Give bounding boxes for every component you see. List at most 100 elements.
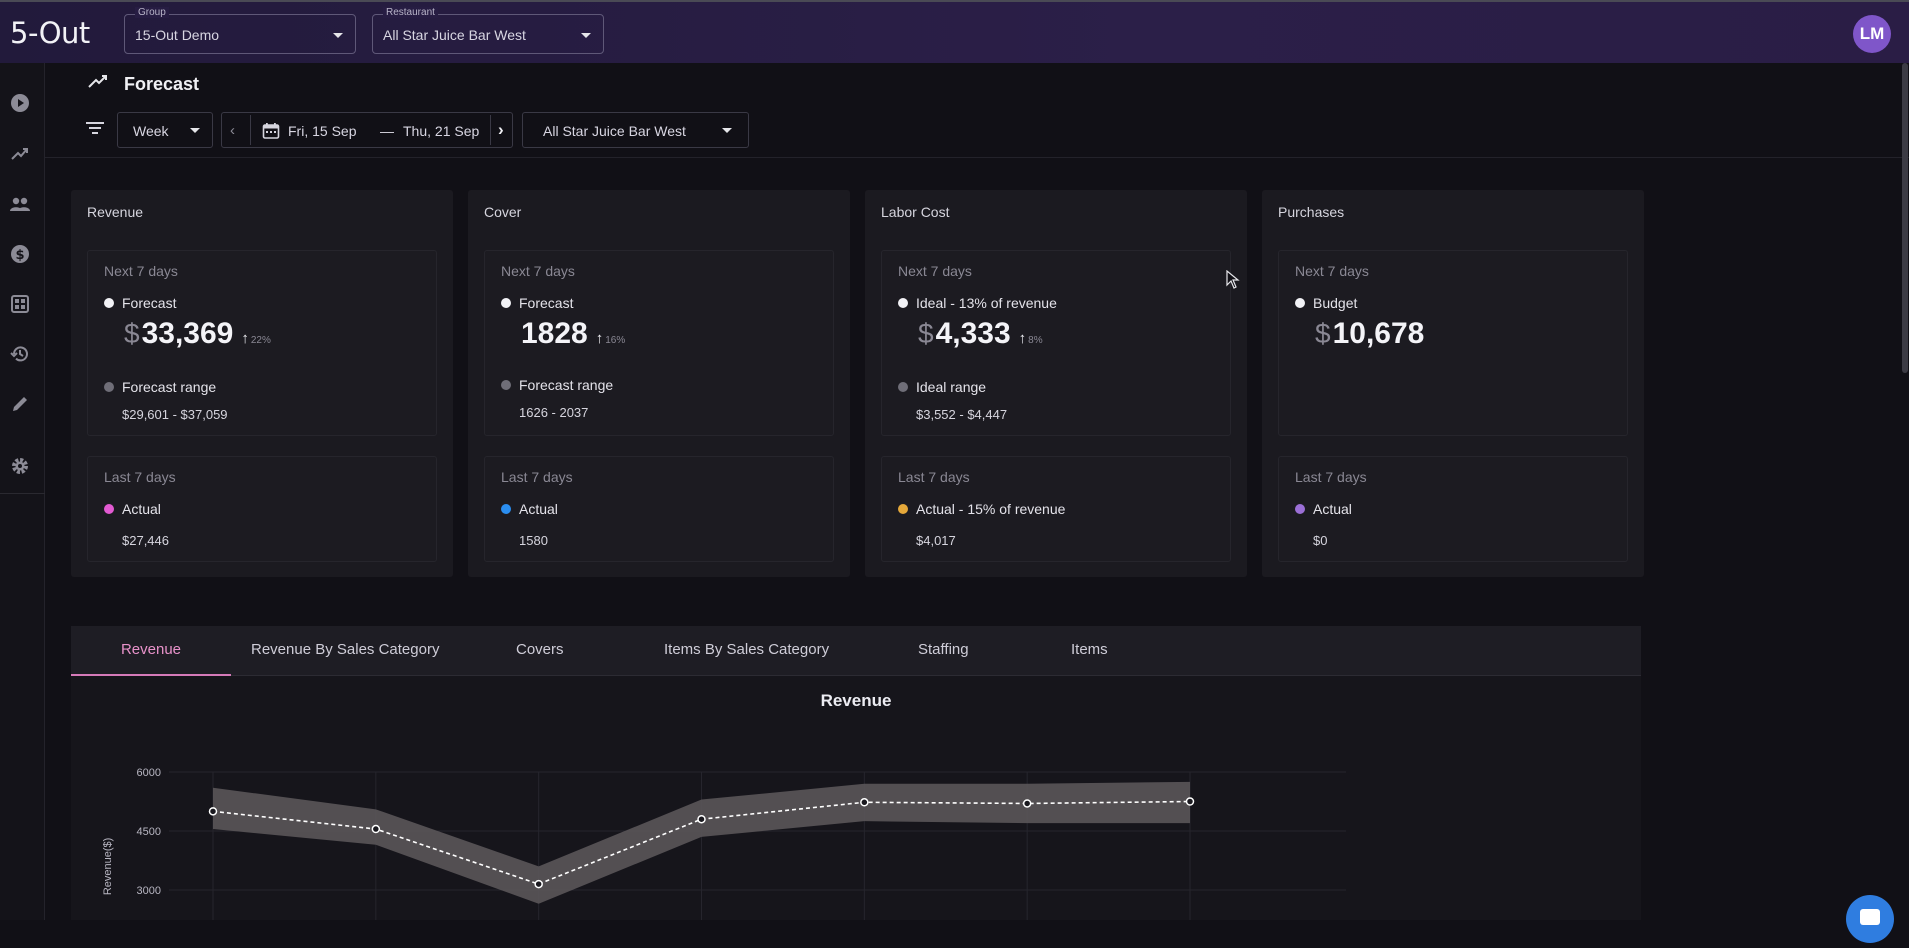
main-content: Forecast Week ‹ Fri, 15 Sep — Thu, 21 Se… bbox=[45, 63, 1909, 920]
currency-symbol: $ bbox=[918, 318, 934, 349]
legend-dot bbox=[104, 504, 114, 514]
chevron-down-icon bbox=[333, 33, 343, 38]
group-select-value: 15-Out Demo bbox=[135, 27, 220, 43]
user-avatar[interactable]: LM bbox=[1853, 15, 1891, 53]
tab-revenue[interactable]: Revenue bbox=[71, 626, 231, 676]
arrow-up-icon: ↑ bbox=[595, 330, 604, 347]
range-value: $29,601 - $37,059 bbox=[122, 407, 228, 422]
period-label: Next 7 days bbox=[898, 263, 972, 279]
legend-label: Forecast range bbox=[519, 377, 614, 393]
vertical-scrollbar[interactable] bbox=[1902, 63, 1908, 373]
chevron-down-icon bbox=[581, 33, 591, 38]
change-percent: 22% bbox=[250, 335, 271, 346]
trending-up-icon[interactable] bbox=[9, 143, 31, 165]
actual-value: $4,017 bbox=[916, 533, 956, 548]
legend-dot bbox=[1295, 504, 1305, 514]
forecast-range-band bbox=[213, 781, 1190, 904]
dashboard-grid-icon[interactable] bbox=[9, 293, 31, 315]
pencil-icon[interactable] bbox=[9, 393, 31, 415]
page-title: Forecast bbox=[124, 74, 200, 94]
date-separator: — bbox=[380, 123, 394, 139]
legend-dot bbox=[898, 298, 908, 308]
period-label: Last 7 days bbox=[1295, 469, 1367, 485]
sidebar-divider bbox=[0, 493, 45, 494]
page-header: Forecast bbox=[88, 73, 199, 96]
next-period-panel: Next 7 days Budget $ 10,678 bbox=[1278, 250, 1628, 436]
data-point bbox=[1185, 797, 1195, 806]
legend-dot bbox=[898, 382, 908, 392]
top-bar: 5-Out Group 15-Out Demo Restaurant All S… bbox=[0, 0, 1909, 63]
tab-items-by-sales-category[interactable]: Items By Sales Category bbox=[664, 641, 830, 658]
period-label: Last 7 days bbox=[104, 469, 176, 485]
last-period-panel: Last 7 days Actual $0 bbox=[1278, 456, 1628, 562]
trending-up-icon bbox=[88, 73, 110, 96]
restaurant-select-value: All Star Juice Bar West bbox=[383, 27, 526, 43]
last-period-panel: Last 7 days Actual - 15% of revenue $4,0… bbox=[881, 456, 1231, 562]
chevron-down-icon bbox=[722, 128, 732, 133]
y-tick-label: 6000 bbox=[137, 767, 161, 779]
chat-widget-button[interactable] bbox=[1846, 895, 1894, 943]
restaurant-filter-select[interactable]: All Star Juice Bar West bbox=[522, 112, 749, 148]
data-point bbox=[697, 814, 706, 824]
data-point bbox=[1022, 799, 1032, 808]
people-icon[interactable] bbox=[9, 193, 31, 215]
y-axis-label: Revenue($) bbox=[102, 838, 114, 895]
date-start: Fri, 15 Sep bbox=[288, 123, 357, 139]
legend-dot bbox=[898, 504, 908, 514]
date-end: Thu, 21 Sep bbox=[403, 123, 480, 139]
arrow-up-icon: ↑ bbox=[1018, 330, 1027, 347]
legend-label: Actual bbox=[122, 501, 161, 517]
change-percent: 16% bbox=[605, 335, 626, 346]
actual-legend: Actual - 15% of revenue bbox=[898, 501, 1065, 517]
chart-tabs: Revenue Revenue By Sales Category Covers… bbox=[71, 626, 1641, 676]
legend-label: Actual - 15% of revenue bbox=[916, 501, 1066, 517]
legend-label: Budget bbox=[1313, 295, 1358, 311]
card-title: Purchases bbox=[1278, 204, 1345, 220]
range-legend: Forecast range bbox=[501, 377, 613, 393]
range-value: 1626 - 2037 bbox=[519, 405, 589, 420]
app-logo: 5-Out bbox=[10, 16, 90, 50]
history-icon[interactable] bbox=[9, 343, 31, 365]
mouse-cursor-icon bbox=[1226, 269, 1240, 295]
sidebar: $ bbox=[0, 63, 45, 920]
arrow-up-icon: ↑ bbox=[241, 330, 249, 347]
legend-label: Forecast range bbox=[122, 379, 217, 395]
tab-items[interactable]: Items bbox=[1071, 641, 1108, 658]
primary-value: $ 4,333 ↑ 8% bbox=[918, 317, 1043, 351]
labor-cost-card: Labor Cost Next 7 days Ideal - 13% of re… bbox=[865, 190, 1247, 577]
chevron-right-icon[interactable]: › bbox=[498, 120, 504, 139]
gear-icon[interactable] bbox=[9, 455, 31, 477]
purchases-card: Purchases Next 7 days Budget $ 10,678 La… bbox=[1262, 190, 1644, 577]
tab-staffing[interactable]: Staffing bbox=[918, 641, 969, 658]
divider bbox=[490, 115, 491, 145]
next-period-panel: Next 7 days Ideal - 13% of revenue $ 4,3… bbox=[881, 250, 1231, 436]
play-circle-icon[interactable] bbox=[9, 92, 31, 114]
primary-value: 1828 ↑ 16% bbox=[521, 317, 625, 351]
date-range-picker[interactable]: ‹ Fri, 15 Sep — Thu, 21 Sep › bbox=[221, 112, 513, 148]
data-point bbox=[860, 798, 869, 807]
data-point bbox=[534, 879, 543, 889]
revenue-chart-panel: Revenue 6000 4500 3000 Revenue($) bbox=[71, 676, 1641, 920]
restaurant-filter-value: All Star Juice Bar West bbox=[543, 123, 686, 139]
next-period-panel: Next 7 days Forecast $ 33,369 ↑ 22% Fore… bbox=[87, 250, 437, 436]
period-select[interactable]: Week bbox=[117, 112, 213, 148]
filter-icon[interactable] bbox=[85, 120, 105, 141]
forecast-legend: Forecast bbox=[501, 295, 573, 311]
group-select[interactable]: Group 15-Out Demo bbox=[124, 7, 356, 54]
card-title: Labor Cost bbox=[881, 204, 950, 220]
primary-number: 4,333 bbox=[935, 317, 1011, 350]
range-value: $3,552 - $4,447 bbox=[916, 407, 1008, 422]
chevron-left-icon[interactable]: ‹ bbox=[230, 122, 235, 139]
primary-number: 1828 bbox=[521, 317, 588, 350]
tab-revenue-by-sales-category[interactable]: Revenue By Sales Category bbox=[251, 641, 440, 658]
tab-covers[interactable]: Covers bbox=[516, 641, 564, 658]
forecast-legend: Forecast bbox=[104, 295, 176, 311]
revenue-card: Revenue Next 7 days Forecast $ 33,369 ↑ … bbox=[71, 190, 453, 577]
actual-legend: Actual bbox=[501, 501, 558, 517]
period-select-value: Week bbox=[133, 123, 169, 139]
primary-number: 10,678 bbox=[1332, 317, 1425, 350]
actual-value: $0 bbox=[1313, 533, 1328, 548]
restaurant-select[interactable]: Restaurant All Star Juice Bar West bbox=[372, 7, 604, 54]
primary-number: 33,369 bbox=[141, 317, 234, 350]
dollar-circle-icon[interactable]: $ bbox=[9, 243, 31, 265]
